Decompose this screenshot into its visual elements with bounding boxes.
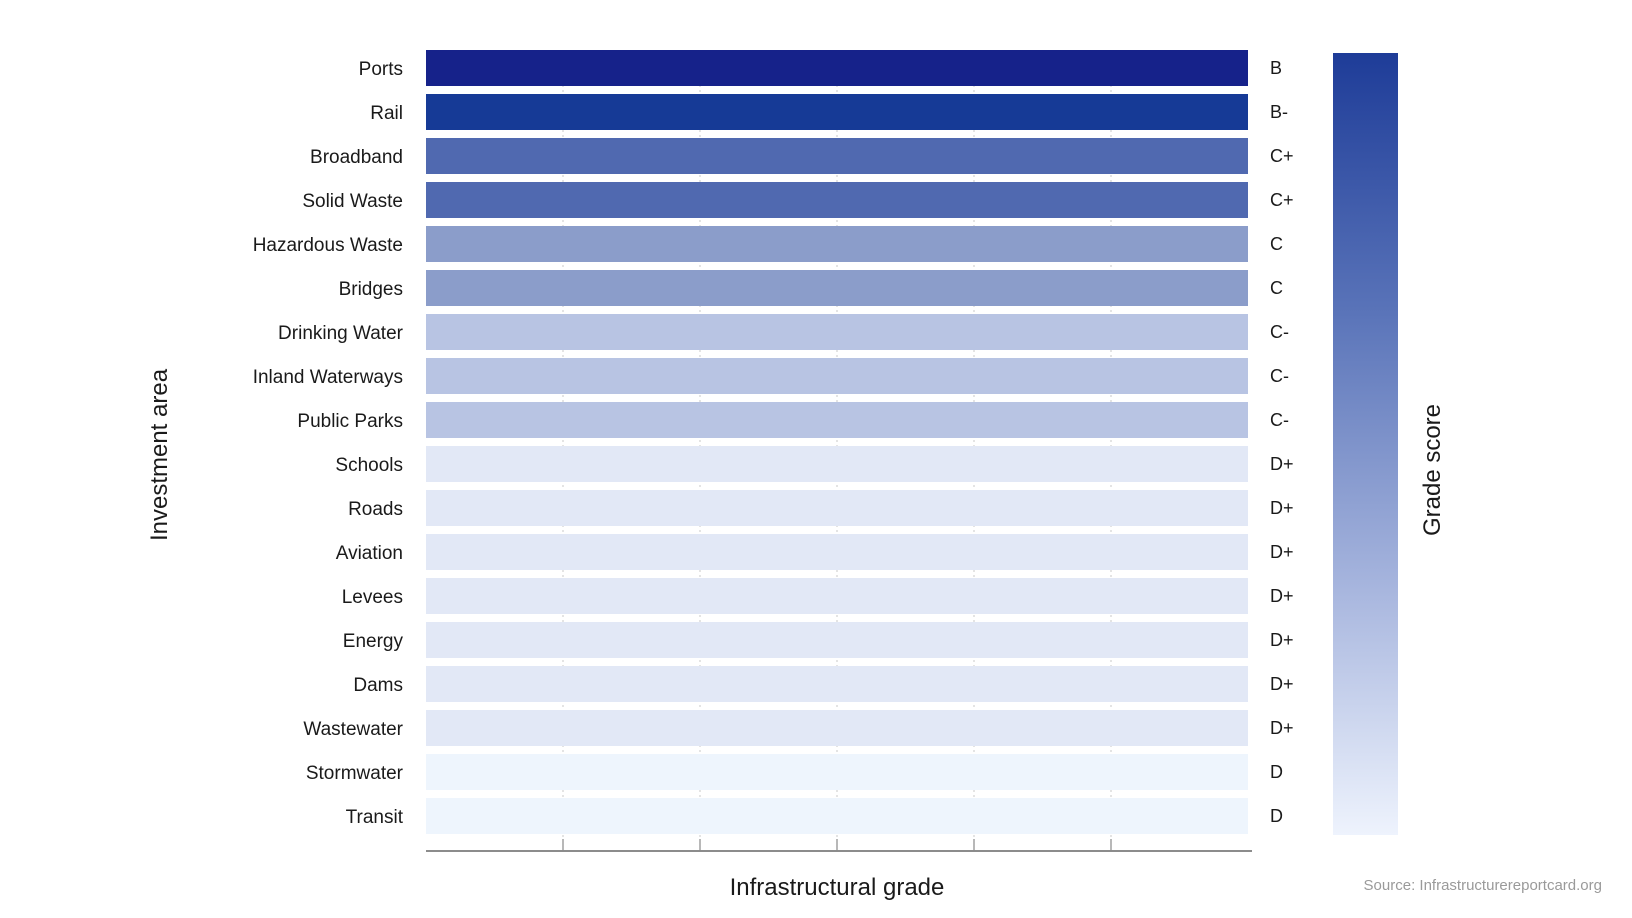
grade-label: D+ (1270, 630, 1294, 650)
category-label: Ports (359, 59, 403, 80)
bar (426, 182, 1248, 218)
grade-label: D (1270, 806, 1283, 826)
colorbar (1333, 53, 1398, 835)
bar (426, 270, 1248, 306)
grade-label: C (1270, 234, 1283, 254)
grade-label: C+ (1270, 190, 1294, 210)
grade-label: D+ (1270, 586, 1294, 606)
bar (426, 622, 1248, 658)
bar (426, 534, 1248, 570)
bar (426, 94, 1248, 130)
bar (426, 754, 1248, 790)
grade-label: D+ (1270, 454, 1294, 474)
grade-label: D+ (1270, 674, 1294, 694)
category-label: Transit (346, 807, 404, 828)
category-label: Levees (342, 587, 403, 608)
category-label: Wastewater (303, 719, 403, 740)
category-label: Hazardous Waste (253, 235, 403, 256)
grade-label: D+ (1270, 498, 1294, 518)
category-label: Rail (370, 103, 403, 124)
category-label: Energy (343, 631, 404, 652)
grade-label: D+ (1270, 542, 1294, 562)
grade-label: C (1270, 278, 1283, 298)
grade-label: B (1270, 58, 1282, 78)
grade-label: C- (1270, 366, 1289, 386)
category-label: Roads (348, 499, 403, 520)
category-label: Drinking Water (278, 323, 404, 344)
bar (426, 226, 1248, 262)
y-axis-title: Investment area (146, 368, 173, 541)
bar (426, 50, 1248, 86)
grade-label: D+ (1270, 718, 1294, 738)
grade-label: D (1270, 762, 1283, 782)
grade-label: C- (1270, 410, 1289, 430)
bar (426, 314, 1248, 350)
category-label: Stormwater (306, 763, 404, 784)
category-label: Schools (335, 455, 403, 476)
bar (426, 138, 1248, 174)
category-label: Inland Waterways (253, 367, 403, 388)
category-label: Dams (353, 675, 403, 696)
category-label: Aviation (336, 543, 403, 564)
x-axis-ticks (562, 839, 1112, 851)
bar (426, 358, 1248, 394)
grade-labels: B B- C+ C+ C C C- C- C- D+ D+ D+ D+ D+ D+ D+ D D (1270, 58, 1294, 826)
bar (426, 710, 1248, 746)
category-label: Broadband (310, 147, 403, 168)
bar (426, 798, 1248, 834)
bar (426, 446, 1248, 482)
colorbar-title: Grade score (1419, 404, 1446, 536)
source-note: Source: Infrastructurereportcard.org (1364, 877, 1602, 894)
category-label: Bridges (339, 279, 403, 300)
bar (426, 666, 1248, 702)
category-label: Solid Waste (302, 191, 403, 212)
bar (426, 402, 1248, 438)
x-axis-title: Infrastructural grade (730, 874, 945, 901)
grade-label: C- (1270, 322, 1289, 342)
category-label: Public Parks (297, 411, 403, 432)
bars (426, 50, 1248, 834)
grade-label: C+ (1270, 146, 1294, 166)
category-labels: Ports Rail Broadband Solid Waste Hazardous W… (253, 59, 404, 828)
grade-label: B- (1270, 102, 1288, 122)
bar (426, 490, 1248, 526)
bar (426, 578, 1248, 614)
